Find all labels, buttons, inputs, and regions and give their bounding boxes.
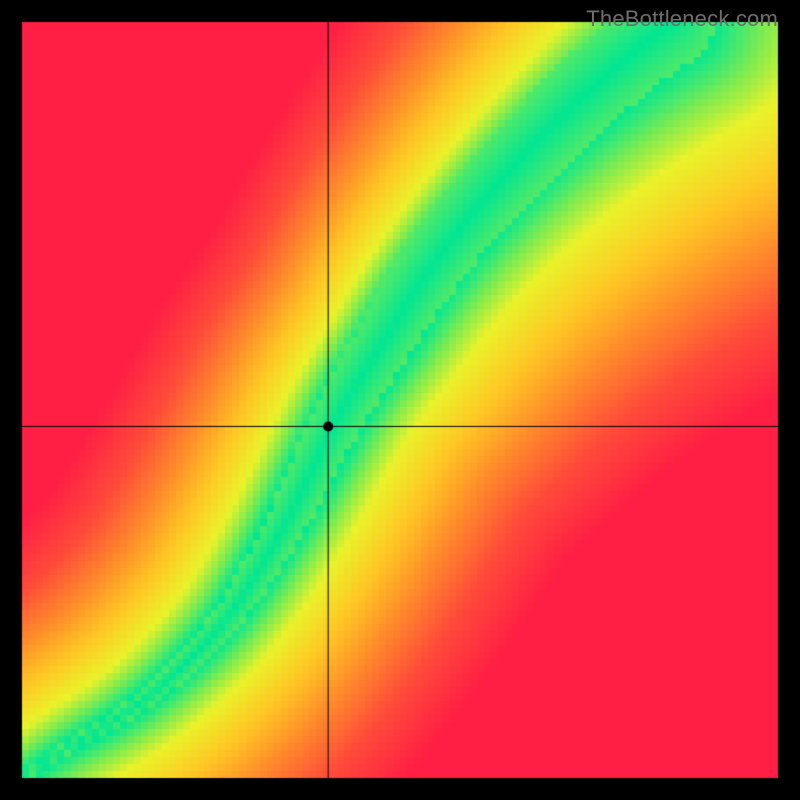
bottleneck-heatmap bbox=[0, 0, 800, 800]
chart-container: TheBottleneck.com bbox=[0, 0, 800, 800]
watermark-label: TheBottleneck.com bbox=[586, 6, 778, 32]
